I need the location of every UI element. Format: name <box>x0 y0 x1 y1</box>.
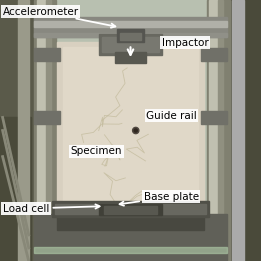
Bar <box>201 111 227 124</box>
Text: Accelerometer: Accelerometer <box>3 7 115 28</box>
Bar <box>34 247 227 253</box>
Bar <box>117 29 144 42</box>
Bar <box>34 111 60 124</box>
Bar <box>104 206 157 214</box>
Bar <box>34 48 60 61</box>
Bar <box>99 34 162 55</box>
Text: Specimen: Specimen <box>70 146 122 156</box>
Text: Load cell: Load cell <box>3 204 100 213</box>
Bar <box>99 204 162 215</box>
Bar <box>227 0 261 261</box>
Bar <box>18 0 29 261</box>
Bar <box>55 204 206 214</box>
Bar <box>0 0 34 261</box>
Bar <box>218 0 223 261</box>
Bar <box>52 201 209 217</box>
Bar <box>34 21 227 27</box>
Bar <box>57 42 204 230</box>
Text: Impactor: Impactor <box>162 38 209 48</box>
Bar <box>201 48 227 61</box>
Bar <box>34 33 227 37</box>
Bar <box>115 52 146 63</box>
Bar <box>227 0 261 261</box>
Bar <box>102 37 159 52</box>
Bar <box>0 117 31 261</box>
Bar <box>209 0 219 261</box>
Circle shape <box>133 127 139 134</box>
Bar <box>31 0 230 261</box>
Text: Base plate: Base plate <box>120 192 199 206</box>
Circle shape <box>134 129 137 132</box>
Bar <box>63 47 198 224</box>
Bar <box>57 214 204 230</box>
Bar <box>34 17 227 37</box>
Bar <box>46 0 51 261</box>
Bar <box>232 0 243 261</box>
Bar <box>34 0 56 261</box>
Bar <box>232 0 244 261</box>
Bar <box>120 33 141 40</box>
Bar <box>37 0 47 261</box>
Bar <box>34 214 227 261</box>
Bar <box>207 0 230 261</box>
Text: Guide rail: Guide rail <box>146 111 197 121</box>
